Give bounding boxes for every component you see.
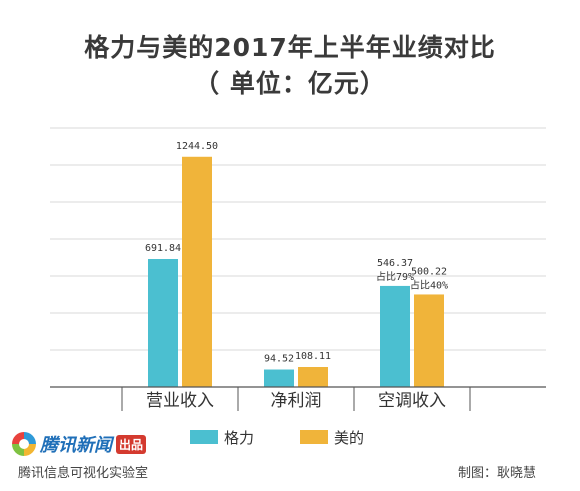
data-label: 94.52 [264, 354, 294, 365]
chart-subtitle: （ 单位：亿元） [194, 69, 386, 98]
bar-gree [264, 369, 294, 387]
legend-label: 格力 [224, 429, 254, 447]
lab-name: 腾讯信息可视化实验室 [18, 466, 149, 481]
category-label: 营业收入 [146, 391, 214, 411]
data-label: 500.22 [411, 266, 447, 277]
logo-text: 腾讯新闻 [40, 435, 112, 456]
legend-swatch [300, 430, 328, 444]
bar-midea [414, 294, 444, 387]
tencent-news-logo: 腾讯新闻 出品 [12, 430, 147, 458]
bar-gree [380, 285, 410, 387]
data-label: 1244.50 [176, 141, 218, 152]
tencent-news-icon [12, 432, 36, 456]
legend-label: 美的 [334, 429, 364, 447]
chart-credit: 制图：耿晓慧 [457, 466, 536, 481]
data-label: 546.37 [377, 258, 413, 269]
data-label: 691.84 [145, 243, 181, 254]
logo-badge: 出品 [116, 434, 147, 454]
category-label: 净利润 [271, 391, 322, 411]
category-label: 空调收入 [378, 391, 446, 411]
share-label: 占比40% [410, 278, 448, 291]
chart-title: 格力与美的2017年上半年业绩对比 [84, 33, 496, 62]
data-label: 108.11 [295, 351, 331, 362]
bar-gree [148, 259, 178, 387]
bar-midea [182, 156, 212, 387]
bar-midea [298, 366, 328, 387]
share-label: 占比79% [376, 270, 414, 283]
legend-swatch [190, 430, 218, 444]
